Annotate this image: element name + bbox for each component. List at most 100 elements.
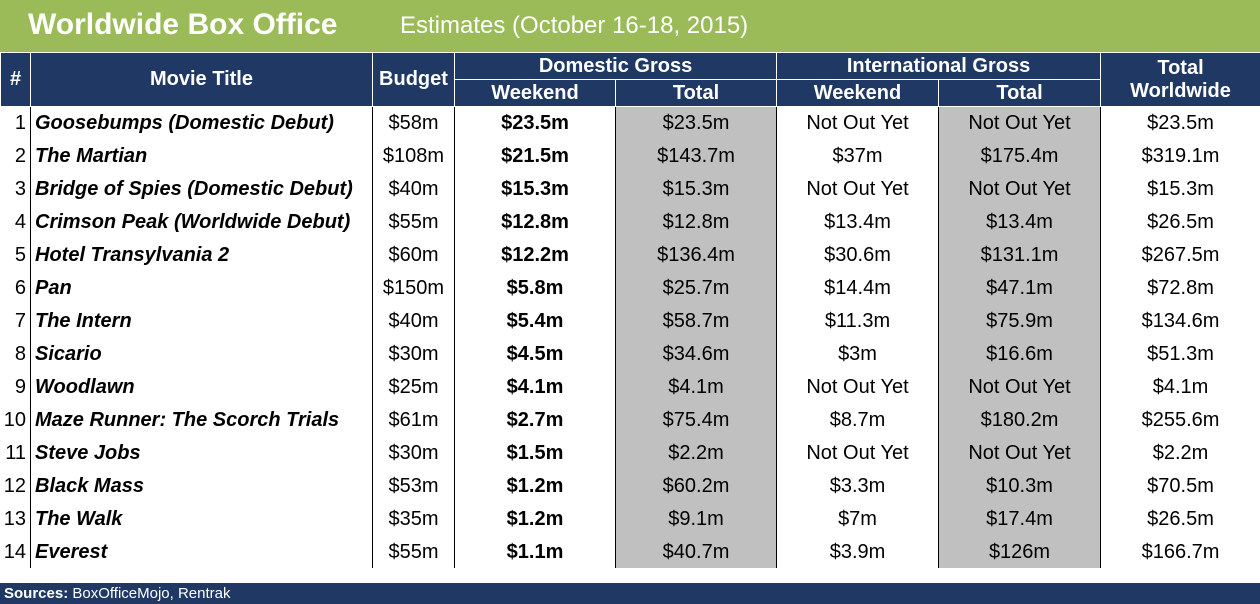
movie-title-cell: Steve Jobs	[30, 437, 373, 470]
rank-cell: 6	[0, 272, 31, 305]
rank-cell: 10	[0, 404, 31, 437]
sources-text: BoxOfficeMojo, Rentrak	[72, 585, 231, 602]
domestic-weekend-cell: $5.8m	[454, 272, 616, 305]
rank-cell: 3	[0, 173, 31, 206]
rank-cell: 13	[0, 503, 31, 536]
budget-cell: $55m	[372, 206, 455, 239]
domestic-weekend-cell: $5.4m	[454, 305, 616, 338]
international-weekend-cell: Not Out Yet	[776, 106, 940, 140]
international-total-cell: Not Out Yet	[938, 437, 1102, 470]
domestic-total-header: Total	[614, 79, 778, 107]
movie-title-cell: Bridge of Spies (Domestic Debut)	[30, 173, 373, 206]
movie-title-cell: Black Mass	[30, 470, 373, 503]
budget-cell: $108m	[372, 140, 455, 173]
sources-label: Sources:	[4, 585, 69, 602]
budget-cell: $30m	[372, 437, 455, 470]
international-total-cell: Not Out Yet	[938, 371, 1102, 404]
international-total-cell: $131.1m	[938, 239, 1102, 272]
domestic-total-cell: $75.4m	[614, 404, 778, 437]
table-row: 12 Black Mass $53m $1.2m $60.2m $3.3m $10.3m $7…	[0, 470, 1260, 503]
table-row: 8 Sicario $30m $4.5m $34.6m $3m $16.6m $51.3m	[0, 338, 1260, 371]
budget-cell: $35m	[372, 503, 455, 536]
rank-cell: 1	[0, 106, 31, 140]
domestic-total-cell: $4.1m	[614, 371, 778, 404]
domestic-weekend-cell: $23.5m	[454, 106, 616, 140]
budget-cell: $61m	[372, 404, 455, 437]
page-subtitle: Estimates (October 16-18, 2015)	[400, 12, 749, 39]
table-row: 11 Steve Jobs $30m $1.5m $2.2m Not Out Yet Not…	[0, 437, 1260, 470]
international-weekend-cell: $14.4m	[776, 272, 940, 305]
total-worldwide-cell: $51.3m	[1100, 338, 1260, 371]
domestic-weekend-cell: $4.1m	[454, 371, 616, 404]
table-body: 1 Goosebumps (Domestic Debut) $58m $23.5m $2…	[0, 106, 1260, 568]
total-worldwide-cell: $166.7m	[1100, 536, 1260, 568]
total-worldwide-cell: $72.8m	[1100, 272, 1260, 305]
domestic-weekend-cell: $12.8m	[454, 206, 616, 239]
international-total-cell: $175.4m	[938, 140, 1102, 173]
domestic-weekend-cell: $15.3m	[454, 173, 616, 206]
movie-title-cell: The Martian	[30, 140, 373, 173]
total-worldwide-cell: $255.6m	[1100, 404, 1260, 437]
budget-cell: $40m	[372, 173, 455, 206]
domestic-total-cell: $25.7m	[614, 272, 778, 305]
table-row: 3 Bridge of Spies (Domestic Debut) $40m $15…	[0, 173, 1260, 206]
total-worldwide-cell: $319.1m	[1100, 140, 1260, 173]
domestic-weekend-cell: $1.2m	[454, 470, 616, 503]
domestic-weekend-header: Weekend	[454, 79, 616, 107]
rank-cell: 4	[0, 206, 31, 239]
budget-cell: $58m	[372, 106, 455, 140]
rank-cell: 8	[0, 338, 31, 371]
table-row: 6 Pan $150m $5.8m $25.7m $14.4m $47.1m $72.8m	[0, 272, 1260, 305]
movie-title-cell: Crimson Peak (Worldwide Debut)	[30, 206, 373, 239]
international-weekend-cell: Not Out Yet	[776, 173, 940, 206]
domestic-weekend-cell: $21.5m	[454, 140, 616, 173]
domestic-total-cell: $143.7m	[614, 140, 778, 173]
table-row: 2 The Martian $108m $21.5m $143.7m $37m $175.4…	[0, 140, 1260, 173]
domestic-total-cell: $40.7m	[614, 536, 778, 568]
rank-cell: 2	[0, 140, 31, 173]
domestic-weekend-cell: $2.7m	[454, 404, 616, 437]
rank-header: #	[0, 52, 31, 107]
international-weekend-cell: $3m	[776, 338, 940, 371]
domestic-total-cell: $2.2m	[614, 437, 778, 470]
budget-cell: $53m	[372, 470, 455, 503]
domestic-total-cell: $15.3m	[614, 173, 778, 206]
international-total-cell: $126m	[938, 536, 1102, 568]
total-worldwide-header: Total Worldwide	[1100, 52, 1260, 107]
total-worldwide-header-line1: Total	[1157, 56, 1204, 79]
domestic-total-cell: $23.5m	[614, 106, 778, 140]
table-row: 5 Hotel Transylvania 2 $60m $12.2m $136.4m $3…	[0, 239, 1260, 272]
budget-cell: $150m	[372, 272, 455, 305]
movie-title-cell: Everest	[30, 536, 373, 568]
domestic-total-cell: $12.8m	[614, 206, 778, 239]
movie-title-cell: Pan	[30, 272, 373, 305]
total-worldwide-header-line2: Worldwide	[1130, 79, 1231, 102]
domestic-total-cell: $60.2m	[614, 470, 778, 503]
movie-title-cell: Sicario	[30, 338, 373, 371]
domestic-total-cell: $136.4m	[614, 239, 778, 272]
total-worldwide-cell: $267.5m	[1100, 239, 1260, 272]
page-title: Worldwide Box Office	[28, 8, 338, 41]
box-office-table: # Movie Title Budget Domestic Gross Inte…	[0, 52, 1260, 568]
total-worldwide-cell: $134.6m	[1100, 305, 1260, 338]
total-worldwide-cell: $2.2m	[1100, 437, 1260, 470]
international-total-cell: $16.6m	[938, 338, 1102, 371]
table-row: 7 The Intern $40m $5.4m $58.7m $11.3m $75.9m $1…	[0, 305, 1260, 338]
budget-cell: $55m	[372, 536, 455, 568]
international-weekend-cell: $7m	[776, 503, 940, 536]
international-gross-header: International Gross	[776, 52, 1102, 80]
table-row: 10 Maze Runner: The Scorch Trials $61m $2.7…	[0, 404, 1260, 437]
domestic-weekend-cell: $4.5m	[454, 338, 616, 371]
table-row: 13 The Walk $35m $1.2m $9.1m $7m $17.4m $26.5m	[0, 503, 1260, 536]
title-banner: Worldwide Box Office Estimates (October …	[0, 0, 1260, 52]
international-total-cell: Not Out Yet	[938, 173, 1102, 206]
domestic-weekend-cell: $1.5m	[454, 437, 616, 470]
international-weekend-cell: $3.9m	[776, 536, 940, 568]
domestic-weekend-cell: $1.1m	[454, 536, 616, 568]
rank-cell: 12	[0, 470, 31, 503]
table-row: 9 Woodlawn $25m $4.1m $4.1m Not Out Yet Not Ou…	[0, 371, 1260, 404]
international-total-cell: $75.9m	[938, 305, 1102, 338]
international-weekend-cell: Not Out Yet	[776, 437, 940, 470]
domestic-total-cell: $58.7m	[614, 305, 778, 338]
domestic-weekend-cell: $12.2m	[454, 239, 616, 272]
